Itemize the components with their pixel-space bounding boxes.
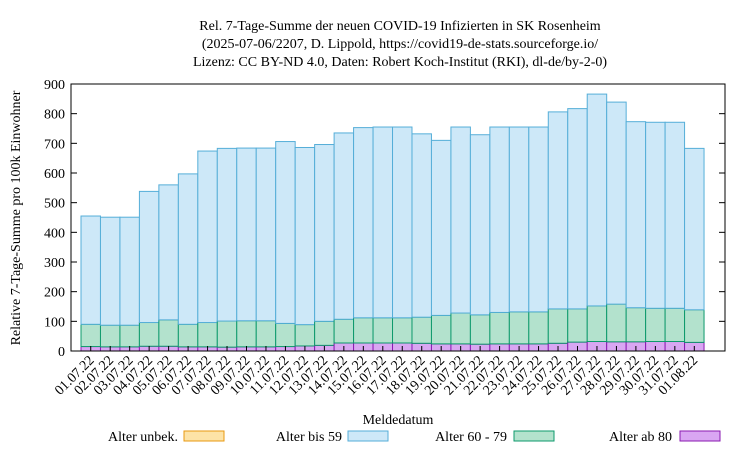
bar-alter-60-79-3 <box>138 322 160 347</box>
bar-alter-bis-59-17 <box>411 133 432 318</box>
bar-alter-60-79-26 <box>586 305 608 343</box>
bar-alter-60-79-17 <box>411 316 432 344</box>
bar-alter-bis-59-5 <box>177 173 199 325</box>
legend-swatch <box>347 430 389 442</box>
x-axis-title: Meldedatum <box>363 413 434 428</box>
bar-alter-60-79-5 <box>177 323 199 348</box>
bar-alter-60-79-22 <box>508 311 530 345</box>
bar-alter-bis-59-23 <box>528 126 549 313</box>
bar-alter-bis-59-26 <box>586 93 608 307</box>
bar-alter-bis-59-0 <box>80 215 101 325</box>
bar-alter-bis-59-28 <box>625 121 647 309</box>
bar-alter-bis-59-21 <box>489 126 510 313</box>
bar-alter-bis-59-8 <box>236 147 257 322</box>
y-tick-label: 600 <box>44 167 65 182</box>
bar-alter-bis-59-3 <box>138 190 160 324</box>
bar-alter-60-79-6 <box>197 322 218 348</box>
legend-label: Alter 60 - 79 <box>435 430 507 445</box>
bar-alter-bis-59-7 <box>216 147 238 322</box>
y-tick-label: 0 <box>58 345 65 360</box>
legend-swatch <box>513 430 555 442</box>
bar-alter-60-79-1 <box>99 324 121 348</box>
bar-alter-bis-59-16 <box>392 126 413 319</box>
bar-marks <box>80 93 705 352</box>
bar-alter-60-79-29 <box>645 307 666 343</box>
bar-alter-bis-59-9 <box>255 147 277 322</box>
y-tick-label: 300 <box>44 256 65 271</box>
legend-swatch <box>679 430 721 442</box>
y-tick-label: 800 <box>44 108 65 123</box>
title-line-1: Rel. 7-Tage-Summe der neuen COVID-19 Inf… <box>199 19 601 34</box>
bar-alter-bis-59-12 <box>314 144 335 322</box>
bar-alter-bis-59-14 <box>353 127 374 319</box>
bar-alter-60-79-7 <box>216 320 238 348</box>
bar-alter-bis-59-30 <box>664 121 686 309</box>
bar-alter-60-79-23 <box>528 311 549 345</box>
y-axis-title: Relative 7-Tage-Summe pro 100k Einwohner <box>9 90 24 345</box>
legend-label: Alter bis 59 <box>276 430 342 445</box>
bar-alter-bis-59-20 <box>469 134 491 316</box>
bar-alter-bis-59-1 <box>99 216 121 326</box>
bar-alter-bis-59-6 <box>197 150 218 324</box>
bar-alter-60-79-28 <box>625 307 647 343</box>
bar-alter-60-79-18 <box>430 314 452 345</box>
y-tick-label: 900 <box>44 78 65 93</box>
y-tick-label: 400 <box>44 226 65 241</box>
bar-alter-60-79-10 <box>275 322 296 348</box>
bar-alter-bis-59-2 <box>119 216 140 326</box>
bar-alter-bis-59-19 <box>450 126 471 314</box>
bar-alter-60-79-21 <box>489 311 510 345</box>
bar-alter-60-79-12 <box>314 320 335 346</box>
bar-alter-bis-59-4 <box>158 184 179 321</box>
legend-label: Alter ab 80 <box>609 430 672 445</box>
bar-alter-60-79-14 <box>353 317 374 344</box>
bar-alter-60-79-16 <box>392 317 413 344</box>
bar-alter-60-79-19 <box>450 312 471 345</box>
y-tick-label: 700 <box>44 137 65 152</box>
y-tick-label: 100 <box>44 315 65 330</box>
bar-alter-bis-59-15 <box>372 126 394 319</box>
bar-alter-bis-59-27 <box>606 101 627 305</box>
y-tick-label: 200 <box>44 286 65 301</box>
bar-alter-bis-59-24 <box>547 111 569 310</box>
bar-alter-60-79-30 <box>664 307 686 343</box>
bar-alter-60-79-31 <box>684 309 705 343</box>
bar-alter-bis-59-22 <box>508 126 530 313</box>
chart-title: Rel. 7-Tage-Summe der neuen COVID-19 Inf… <box>193 19 607 70</box>
title-line-3: Lizenz: CC BY-ND 4.0, Daten: Robert Koch… <box>193 55 607 70</box>
bar-alter-60-79-2 <box>119 324 140 348</box>
title-line-2: (2025-07-06/2207, D. Lippold, https://co… <box>202 37 598 52</box>
x-axis-ticks: 01.07.2202.07.2203.07.2204.07.2205.07.22… <box>52 346 701 398</box>
y-tick-label: 500 <box>44 197 65 212</box>
bar-alter-bis-59-10 <box>275 141 296 324</box>
legend-label: Alter unbek. <box>108 430 178 445</box>
bar-alter-bis-59-11 <box>294 146 316 326</box>
bar-alter-bis-59-13 <box>333 132 355 320</box>
bar-alter-60-79-0 <box>80 323 101 348</box>
bar-alter-60-79-9 <box>255 320 277 348</box>
bar-alter-60-79-11 <box>294 324 316 347</box>
bar-alter-60-79-20 <box>469 314 491 345</box>
bar-alter-60-79-13 <box>333 318 355 344</box>
plot-frame <box>70 83 726 352</box>
bar-alter-60-79-4 <box>158 319 179 347</box>
bar-alter-60-79-8 <box>236 320 257 348</box>
bar-alter-60-79-25 <box>567 308 588 343</box>
bar-alter-bis-59-18 <box>430 139 452 316</box>
bar-alter-bis-59-31 <box>684 147 705 311</box>
legend-swatch <box>183 430 225 442</box>
bar-alter-60-79-24 <box>547 308 569 344</box>
bar-alter-bis-59-29 <box>645 121 666 309</box>
y-axis-ticks: 0 100 200 300 400 500 600 700 800 900 <box>44 78 725 360</box>
bar-alter-60-79-27 <box>606 303 627 343</box>
bar-alter-bis-59-25 <box>567 108 588 310</box>
bar-alter-60-79-15 <box>372 317 394 344</box>
legend: Alter unbek. Alter bis 59 Alter 60 - 79 Alt… <box>108 430 721 445</box>
